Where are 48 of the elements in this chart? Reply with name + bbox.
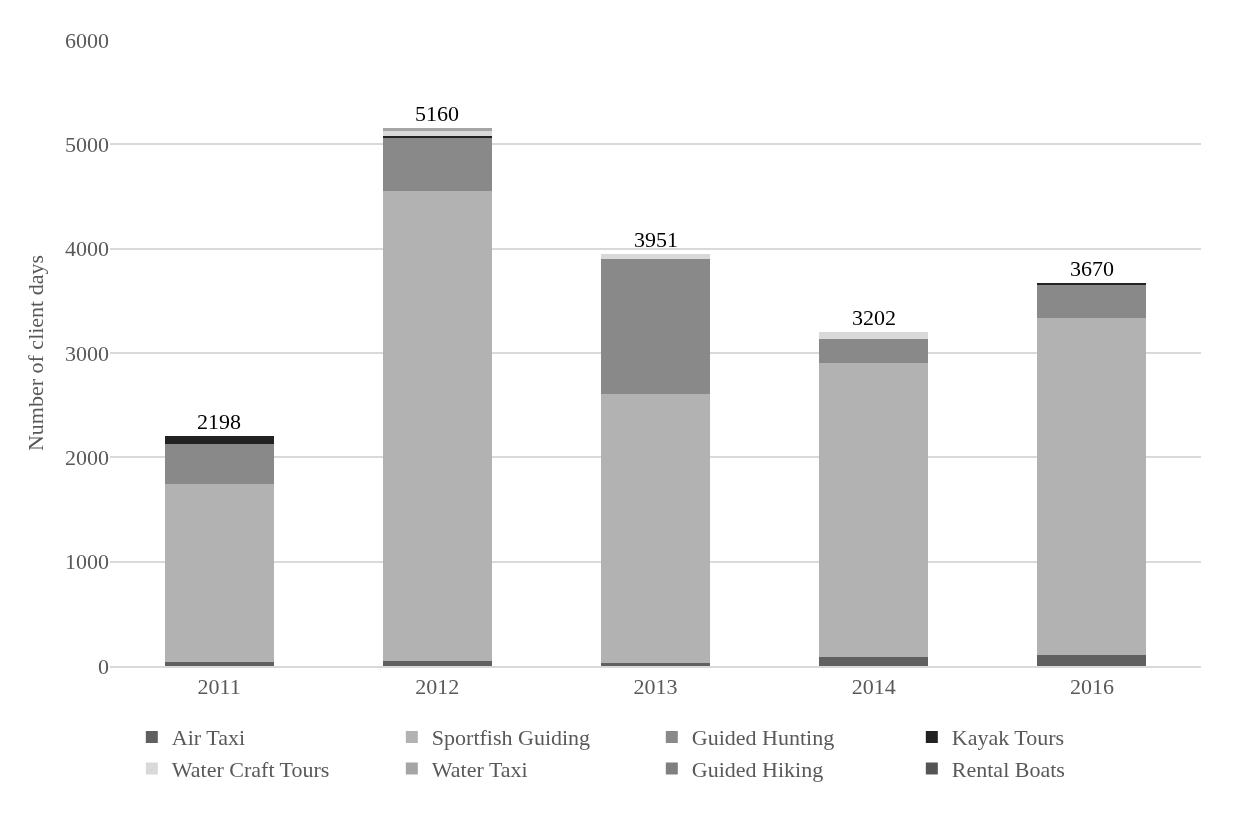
legend-label: Guided Hiking: [691, 757, 824, 783]
total-label: 3670: [1070, 256, 1114, 281]
x-tick-label: 2014: [851, 674, 896, 700]
legend-label: Guided Hunting: [691, 725, 835, 751]
bar: [1037, 283, 1147, 286]
bar: [600, 393, 711, 663]
bar: [600, 662, 711, 666]
bar: [1037, 317, 1147, 655]
total-label: 3951: [634, 227, 678, 252]
total-label: 3202: [852, 305, 896, 330]
y-tick-label: 2000: [65, 445, 109, 471]
bar: [819, 332, 929, 340]
bar: [382, 137, 492, 192]
total-label: 2198: [197, 409, 241, 434]
bar: [1037, 654, 1147, 666]
bar: [819, 339, 929, 364]
x-tick-label: 2013: [633, 674, 678, 700]
x-tick-label: 2012: [415, 674, 460, 700]
total-label: 5160: [415, 101, 459, 126]
bar: [382, 135, 492, 138]
x-tick-label: 2016: [1069, 674, 1114, 700]
y-tick-label: 4000: [65, 236, 109, 262]
y-tick-label: 6000: [65, 27, 109, 53]
y-tick-label: 3000: [65, 340, 109, 366]
bar: [382, 130, 492, 136]
y-axis-title: Number of client days: [22, 254, 48, 452]
y-tick-label: 5000: [65, 132, 109, 158]
bar: [164, 484, 274, 662]
bar: [164, 443, 274, 485]
legend-label: Rental Boats: [951, 757, 1065, 783]
bar: [164, 436, 274, 444]
y-tick-label: 1000: [65, 549, 109, 575]
bar: [382, 191, 492, 661]
legend-label: Water Taxi: [431, 757, 528, 783]
bar: [1037, 285, 1147, 318]
legend-label: Water Craft Tours: [171, 757, 330, 783]
bar: [600, 259, 711, 394]
legend-label: Kayak Tours: [951, 725, 1065, 751]
bar: [382, 127, 492, 131]
x-tick-label: 2011: [197, 674, 241, 700]
bar: [164, 661, 274, 666]
legend-label: Air Taxi: [171, 725, 246, 751]
legend-label: Sportfish Guiding: [431, 725, 591, 751]
bar: [382, 660, 492, 666]
bar: [819, 656, 929, 666]
bar: [600, 253, 711, 260]
y-tick-label: 0: [98, 653, 109, 679]
bar: [819, 363, 929, 657]
